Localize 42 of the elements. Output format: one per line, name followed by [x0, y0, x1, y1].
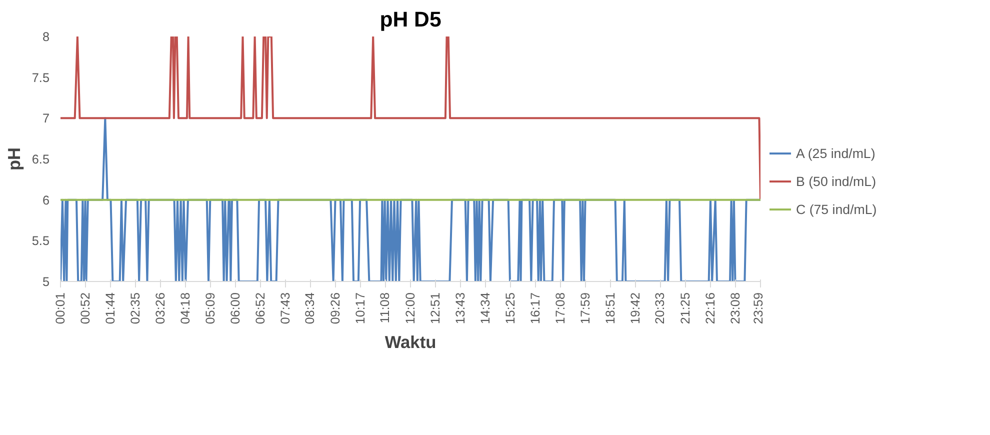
legend-label: A (25 ind/mL) [796, 146, 876, 160]
x-tick-label: 02:35 [128, 292, 142, 324]
x-tick-label: 00:52 [78, 292, 92, 324]
x-tick-label: 05:09 [203, 292, 218, 324]
x-tick-label: 17:08 [553, 292, 568, 324]
x-tick-label: 17:59 [578, 292, 592, 324]
x-tick-label: 11:08 [378, 292, 392, 324]
x-tick-label: 16:17 [528, 292, 543, 324]
y-tick-label: 8 [42, 30, 50, 44]
y-tick-label: 5 [42, 275, 50, 289]
x-tick-label: 19:42 [628, 292, 642, 324]
x-tick-label: 14:34 [478, 292, 492, 324]
x-tick-label: 22:16 [703, 292, 718, 324]
x-axis-title: Waktu [384, 332, 436, 352]
x-tick-label: 13:43 [454, 292, 468, 324]
y-tick-label: 7.5 [32, 70, 50, 85]
legend-label: C (75 ind/mL) [796, 202, 877, 216]
x-tick-label: 20:33 [653, 292, 668, 324]
x-tick-label: 03:26 [153, 292, 168, 324]
y-axis-title: pH [4, 147, 24, 171]
y-tick-label: 6 [42, 193, 50, 208]
chart-title: pH D5 [380, 8, 442, 32]
x-tick-label: 23:59 [752, 292, 766, 324]
x-tick-label: 12:00 [404, 292, 418, 324]
legend-label: B (50 ind/mL) [796, 174, 876, 188]
x-tick-label: 21:25 [678, 292, 693, 324]
x-tick-label: 18:51 [604, 292, 618, 324]
x-tick-label: 23:08 [728, 292, 743, 324]
y-tick-label: 6.5 [32, 152, 50, 166]
y-tick-label: 7 [42, 112, 50, 126]
x-tick-label: 15:25 [503, 292, 518, 324]
x-tick-label: 10:17 [353, 292, 368, 324]
x-tick-label: 06:52 [254, 292, 268, 324]
x-tick-label: 04:18 [178, 292, 193, 324]
x-tick-label: 12:51 [428, 292, 442, 324]
x-tick-label: 08:34 [303, 292, 318, 324]
x-tick-label: 00:01 [54, 292, 68, 324]
x-tick-label: 01:44 [104, 292, 118, 324]
x-tick-label: 07:43 [278, 292, 292, 324]
y-tick-label: 5.5 [32, 234, 50, 248]
x-tick-label: 06:00 [228, 292, 242, 324]
x-tick-label: 09:26 [328, 292, 343, 324]
